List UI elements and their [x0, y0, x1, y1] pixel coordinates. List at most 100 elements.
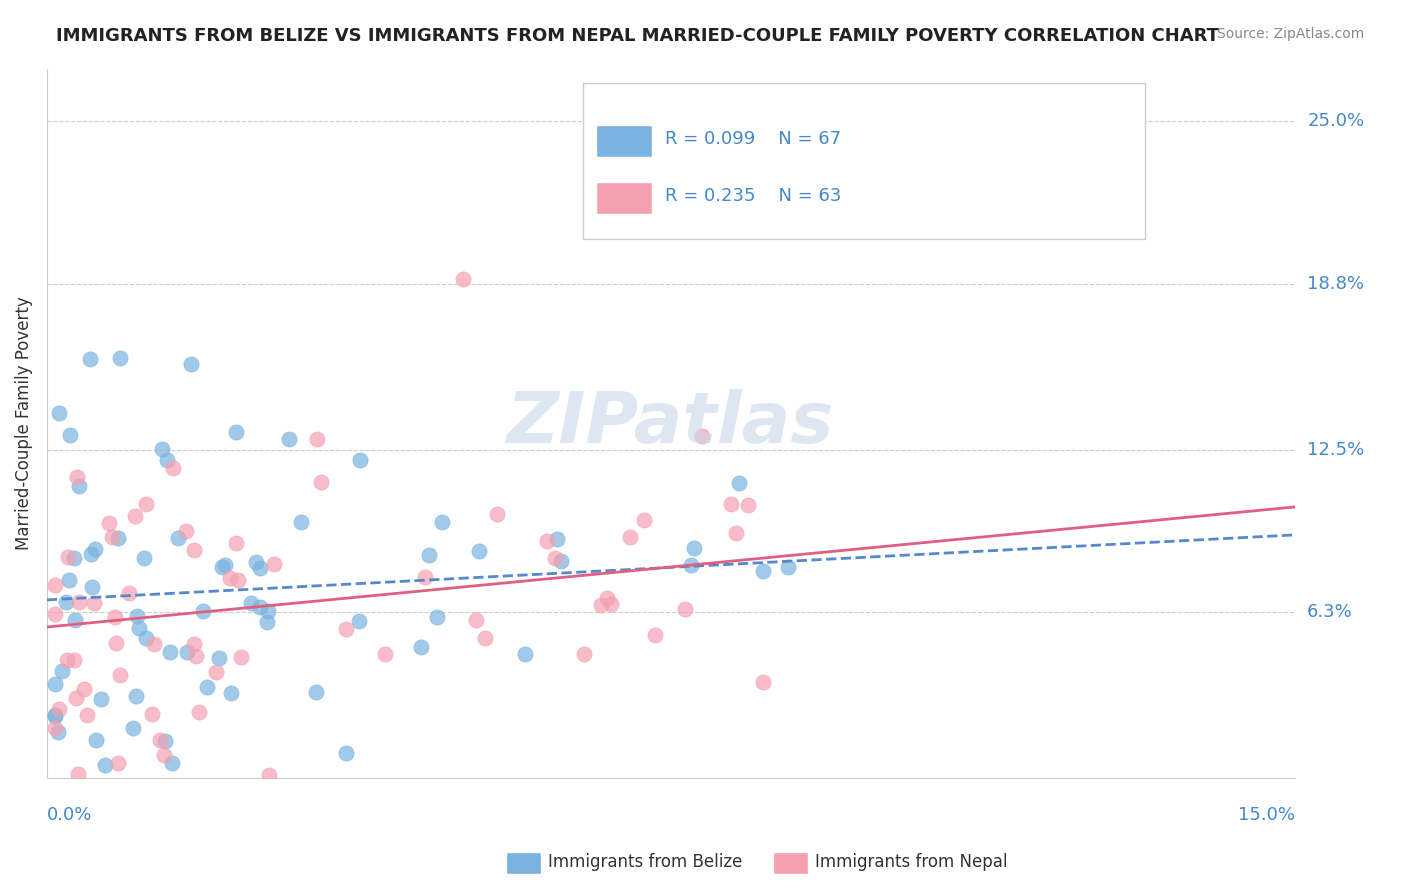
Point — [125, 689, 148, 703]
Point — [278, 432, 301, 446]
Point — [225, 536, 247, 550]
Text: Immigrants from Belize: Immigrants from Belize — [548, 853, 742, 871]
Point — [135, 632, 157, 646]
Point — [218, 571, 240, 585]
Point — [720, 497, 742, 511]
Point — [63, 550, 86, 565]
Point — [256, 604, 278, 618]
Point — [249, 560, 271, 574]
Point — [176, 645, 198, 659]
Text: 6.3%: 6.3% — [1308, 604, 1353, 622]
Point — [725, 526, 748, 541]
Point — [73, 681, 96, 696]
Point — [544, 551, 567, 566]
Point — [63, 613, 86, 627]
Text: R = 0.099    N = 67: R = 0.099 N = 67 — [665, 130, 841, 148]
Point — [256, 615, 278, 629]
Point — [681, 558, 703, 572]
Text: 18.8%: 18.8% — [1308, 275, 1364, 293]
Point — [683, 541, 706, 556]
Text: R = 0.235    N = 63: R = 0.235 N = 63 — [665, 187, 841, 205]
Point — [644, 628, 666, 642]
Point — [263, 558, 285, 572]
Point — [128, 621, 150, 635]
Point — [309, 475, 332, 490]
Point — [48, 702, 70, 716]
Point — [149, 732, 172, 747]
Text: 25.0%: 25.0% — [1308, 112, 1364, 130]
Point — [48, 724, 70, 739]
Point — [83, 596, 105, 610]
Point — [101, 530, 124, 544]
Text: IMMIGRANTS FROM BELIZE VS IMMIGRANTS FROM NEPAL MARRIED-COUPLE FAMILY POVERTY CO: IMMIGRANTS FROM BELIZE VS IMMIGRANTS FRO… — [56, 27, 1219, 45]
Point — [183, 637, 205, 651]
Point — [335, 747, 357, 761]
Point — [107, 756, 129, 770]
Point — [63, 653, 86, 667]
Point — [84, 733, 107, 747]
Point — [778, 559, 800, 574]
Point — [83, 541, 105, 556]
Point — [90, 692, 112, 706]
Point — [214, 558, 236, 572]
Point — [195, 680, 218, 694]
Text: Source: ZipAtlas.com: Source: ZipAtlas.com — [1216, 27, 1364, 41]
Point — [48, 406, 70, 420]
Point — [546, 532, 568, 546]
Point — [257, 768, 280, 782]
Text: R = 0.235    N = 63: R = 0.235 N = 63 — [665, 187, 841, 205]
Text: 15.0%: 15.0% — [1237, 806, 1295, 824]
Point — [574, 647, 596, 661]
Point — [307, 432, 329, 446]
Point — [79, 547, 101, 561]
Point — [107, 531, 129, 545]
Point — [596, 591, 619, 605]
Point — [141, 707, 163, 722]
Point — [59, 428, 82, 442]
Point — [159, 645, 181, 659]
Point — [103, 610, 125, 624]
Point — [135, 497, 157, 511]
Point — [174, 524, 197, 538]
Point — [304, 685, 326, 699]
Point — [474, 631, 496, 645]
Point — [58, 573, 80, 587]
Point — [411, 640, 433, 654]
Point — [465, 613, 488, 627]
Point — [690, 429, 713, 443]
Point — [513, 647, 536, 661]
Point — [124, 508, 146, 523]
Point — [589, 598, 612, 612]
Point — [184, 648, 207, 663]
Point — [44, 578, 66, 592]
Y-axis label: Married-Couple Family Poverty: Married-Couple Family Poverty — [15, 296, 32, 550]
Point — [240, 596, 263, 610]
Point — [430, 515, 453, 529]
Point — [67, 479, 90, 493]
Point — [65, 691, 87, 706]
Point — [290, 515, 312, 529]
FancyBboxPatch shape — [583, 83, 1144, 239]
Point — [108, 351, 131, 366]
Point — [347, 614, 370, 628]
Point — [44, 709, 66, 723]
Point — [153, 748, 176, 763]
Point — [619, 530, 641, 544]
Point — [226, 573, 249, 587]
Text: 0.0%: 0.0% — [46, 806, 93, 824]
Text: ZIPatlas: ZIPatlas — [508, 389, 835, 458]
Point — [183, 543, 205, 558]
Point — [150, 442, 173, 456]
Text: Immigrants from Nepal: Immigrants from Nepal — [815, 853, 1008, 871]
Point — [153, 733, 176, 747]
Point — [249, 599, 271, 614]
FancyBboxPatch shape — [596, 125, 652, 157]
Point — [737, 498, 759, 512]
Point — [76, 708, 98, 723]
Point — [97, 516, 120, 530]
Point — [66, 470, 89, 484]
Point — [204, 665, 226, 679]
Point — [58, 550, 80, 565]
Point — [162, 461, 184, 475]
Point — [349, 453, 371, 467]
